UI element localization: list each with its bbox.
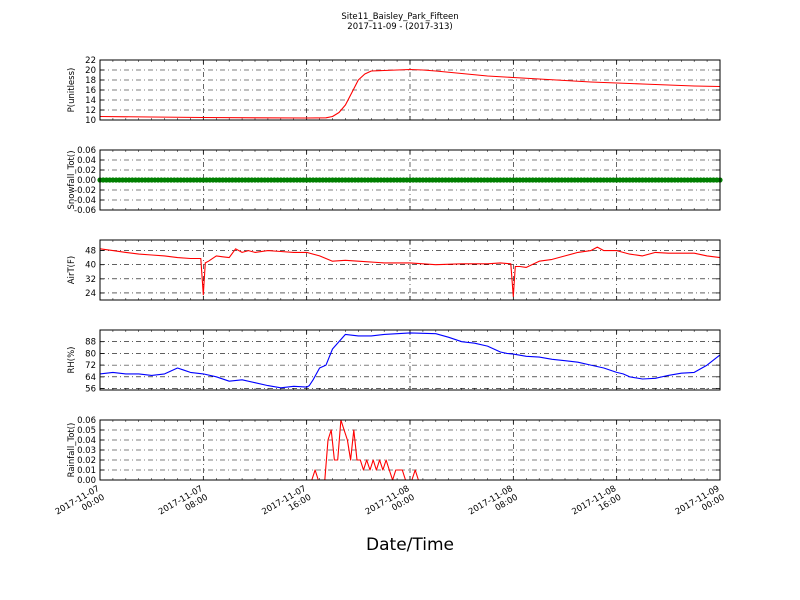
x-tick-label: 2017-11-0800:00 xyxy=(364,484,417,526)
x-tick-label: 2017-11-0700:00 xyxy=(54,484,107,526)
y-tick-label: 0.00 xyxy=(77,476,96,486)
y-tick-label: 24 xyxy=(85,289,96,299)
y-tick-label: 10 xyxy=(85,116,96,126)
y-tick-label: 0.04 xyxy=(77,436,96,446)
series-line xyxy=(99,68,721,119)
y-tick-label: 16 xyxy=(85,86,96,96)
x-tick-label: 2017-11-0816:00 xyxy=(570,484,623,526)
plot-frame xyxy=(99,59,721,121)
y-axis-label: Rainfall_Tot() xyxy=(67,423,77,478)
x-tick-label: 2017-11-0808:00 xyxy=(467,484,520,526)
y-tick-label: -0.04 xyxy=(74,196,96,206)
series-line xyxy=(99,246,721,298)
y-tick-label: 22 xyxy=(85,56,96,66)
series-line xyxy=(99,332,721,389)
x-tick-label: 2017-11-0716:00 xyxy=(260,484,313,526)
figure-title: Site11_Baisley_Park_Fifteen xyxy=(341,12,458,22)
plot-frame xyxy=(99,149,721,211)
y-tick-label: 0.06 xyxy=(77,416,96,426)
y-tick-label: 0.03 xyxy=(77,446,96,456)
y-tick-label: 20 xyxy=(85,66,96,76)
x-tick-label: 2017-11-0708:00 xyxy=(157,484,210,526)
x-axis-label: Date/Time xyxy=(366,535,454,555)
plot-frame xyxy=(99,329,721,391)
y-tick-label: -0.06 xyxy=(74,206,96,216)
y-tick-label: 0.01 xyxy=(77,466,96,476)
y-tick-label: -0.02 xyxy=(74,186,96,196)
y-axis-label: Snowfall_Tot() xyxy=(67,150,77,209)
plot-frame xyxy=(99,419,721,481)
y-tick-label: 48 xyxy=(85,247,96,257)
y-tick-label: 0.06 xyxy=(77,146,96,156)
y-tick-label: 0.02 xyxy=(77,456,96,466)
y-tick-label: 0.02 xyxy=(77,166,96,176)
y-tick-label: 40 xyxy=(85,261,96,271)
y-tick-label: 56 xyxy=(85,385,96,395)
y-tick-label: 18 xyxy=(85,76,96,86)
y-tick-label: 80 xyxy=(85,349,96,359)
y-axis-label: RH(%) xyxy=(67,346,77,373)
y-tick-label: 88 xyxy=(85,338,96,348)
figure-subtitle: 2017-11-09 - (2017-313) xyxy=(347,22,452,32)
y-tick-label: 14 xyxy=(85,96,96,106)
y-axis-label: P(unitless) xyxy=(67,68,77,113)
y-tick-label: 32 xyxy=(85,275,96,285)
y-axis-label: AirT(F) xyxy=(67,256,77,284)
y-tick-label: 0.04 xyxy=(77,156,96,166)
chart-panel-2: -0.06-0.04-0.020.000.020.040.06Snowfall_… xyxy=(67,146,723,216)
y-tick-label: 64 xyxy=(85,373,96,383)
plot-frame xyxy=(99,239,721,301)
chart-panel-5: 0.000.010.020.030.040.050.06Rainfall_Tot… xyxy=(67,416,721,486)
y-tick-label: 72 xyxy=(85,361,96,371)
y-tick-label: 0.00 xyxy=(77,176,96,186)
chart-panel-3: 24 32 40 48 AirT(F) xyxy=(67,239,721,301)
y-tick-label: 0.05 xyxy=(77,426,96,436)
x-tick-labels: 2017-11-0700:00 2017-11-0708:00 2017-11-07… xyxy=(54,484,727,526)
y-tick-label: 12 xyxy=(85,106,96,116)
x-tick-label: 2017-11-0900:00 xyxy=(674,484,727,526)
